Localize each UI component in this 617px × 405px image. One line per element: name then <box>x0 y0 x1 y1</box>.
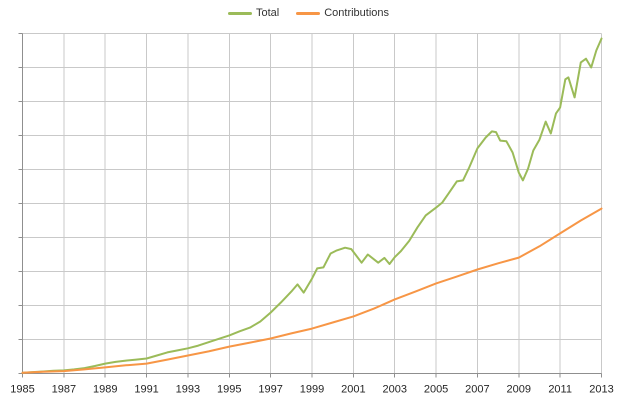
x-tick-label: 1993 <box>176 384 200 396</box>
x-tick-label: 1995 <box>217 384 241 396</box>
total-line-swatch <box>227 11 252 15</box>
legend-item-total: Total <box>227 7 280 19</box>
contributions-line <box>21 207 603 374</box>
x-tick-label: 1989 <box>93 384 117 396</box>
total-line <box>21 37 603 374</box>
legend: Total Contributions <box>0 7 617 19</box>
x-tick-label: 2013 <box>589 384 613 396</box>
legend-label-contributions: Contributions <box>324 7 390 19</box>
x-tick-label: 1987 <box>52 384 76 396</box>
x-tick-label: 2001 <box>341 384 365 396</box>
contributions-line-swatch <box>296 11 321 15</box>
x-tick-label: 2009 <box>507 384 531 396</box>
legend-label-total: Total <box>255 7 280 19</box>
legend-item-contributions: Contributions <box>296 7 389 19</box>
x-tick-label: 2005 <box>424 384 448 396</box>
x-tick-label: 1985 <box>10 384 34 396</box>
x-tick-label: 2007 <box>465 384 489 396</box>
x-tick-label: 2011 <box>548 384 572 396</box>
x-tick-label: 2003 <box>382 384 406 396</box>
x-tick-label: 1991 <box>134 384 158 396</box>
x-tick-label: 1997 <box>258 384 282 396</box>
x-tick-label: 1999 <box>300 384 324 396</box>
